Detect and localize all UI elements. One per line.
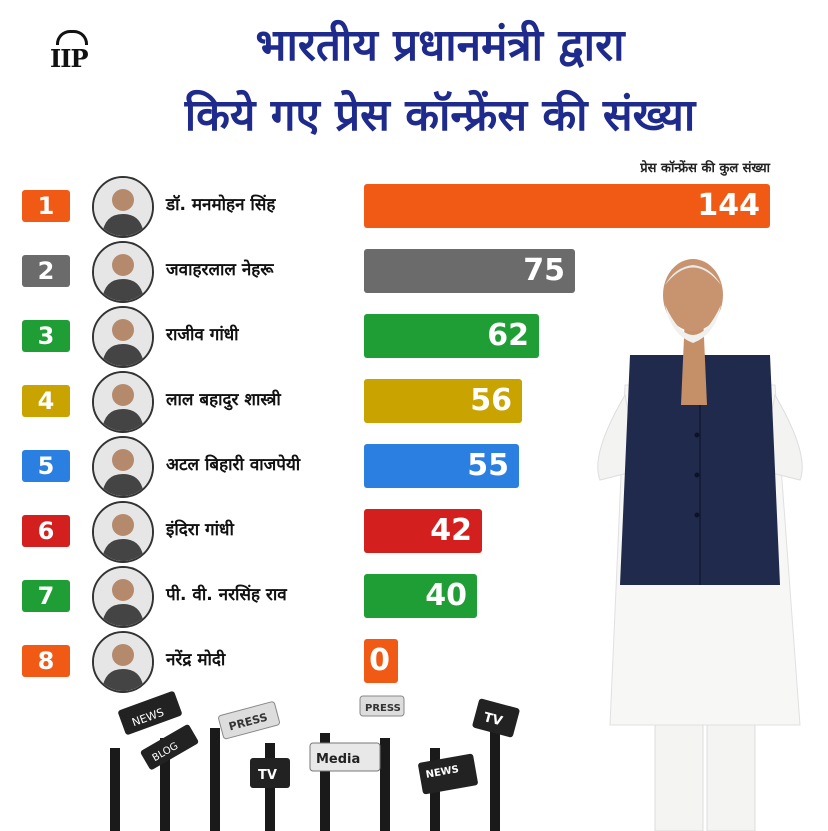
pm-name: अटल बिहारी वाजपेयी bbox=[166, 455, 301, 475]
chart-row: 4 लाल बहादुर शास्त्री 56 bbox=[0, 371, 828, 435]
microphones-illustration: NEWS BLOG PRESS TV Media PRESS NEWS TV bbox=[110, 691, 520, 831]
avatar bbox=[92, 241, 154, 303]
bar: 55 bbox=[364, 444, 519, 488]
rank-badge: 6 bbox=[22, 515, 70, 547]
mic-label-tv: TV bbox=[258, 768, 277, 783]
person-portrait-icon bbox=[94, 503, 152, 561]
rank-badge: 7 bbox=[22, 580, 70, 612]
rank-badge: 3 bbox=[22, 320, 70, 352]
bar: 144 bbox=[364, 184, 770, 228]
avatar bbox=[92, 501, 154, 563]
avatar bbox=[92, 436, 154, 498]
pm-name: डॉ. मनमोहन सिंह bbox=[166, 195, 276, 215]
brand-logo: IIP bbox=[22, 14, 88, 73]
bar-value-label: 75 bbox=[523, 253, 565, 288]
chart-row: 8 नरेंद्र मोदी 0 bbox=[0, 631, 828, 695]
bar-value-label: 55 bbox=[467, 448, 509, 483]
bar: 62 bbox=[364, 314, 539, 358]
pm-name: लाल बहादुर शास्त्री bbox=[166, 390, 281, 410]
bar-value-label: 42 bbox=[430, 513, 472, 548]
leader-illustration bbox=[597, 259, 803, 831]
rank-badge: 2 bbox=[22, 255, 70, 287]
bar: 40 bbox=[364, 574, 477, 618]
chart-row: 6 इंदिरा गांधी 42 bbox=[0, 501, 828, 565]
chart-row: 7 पी. वी. नरसिंह राव 40 bbox=[0, 566, 828, 630]
bar: 0 bbox=[364, 639, 398, 683]
pm-name: इंदिरा गांधी bbox=[166, 520, 234, 540]
person-portrait-icon bbox=[94, 438, 152, 496]
person-portrait-icon bbox=[94, 633, 152, 691]
mic-label-press2: PRESS bbox=[365, 703, 401, 714]
bar: 56 bbox=[364, 379, 522, 423]
chart-row: 3 राजीव गांधी 62 bbox=[0, 306, 828, 370]
rank-badge: 1 bbox=[22, 190, 70, 222]
bar-value-label: 62 bbox=[487, 318, 529, 353]
bar-value-label: 144 bbox=[697, 188, 760, 223]
person-portrait-icon bbox=[94, 178, 152, 236]
person-portrait-icon bbox=[94, 568, 152, 626]
bar: 42 bbox=[364, 509, 482, 553]
pm-name: राजीव गांधी bbox=[166, 325, 239, 345]
chart-row: 1 डॉ. मनमोहन सिंह 144 bbox=[0, 176, 828, 240]
pm-name: पी. वी. नरसिंह राव bbox=[166, 585, 287, 605]
chart-row: 5 अटल बिहारी वाजपेयी 55 bbox=[0, 436, 828, 500]
logo-arch-icon bbox=[56, 30, 88, 45]
avatar bbox=[92, 306, 154, 368]
bar-value-label: 56 bbox=[470, 383, 512, 418]
avatar bbox=[92, 371, 154, 433]
person-portrait-icon bbox=[94, 308, 152, 366]
avatar bbox=[92, 566, 154, 628]
pm-name: नरेंद्र मोदी bbox=[166, 650, 226, 670]
chart-title-line2: किये गए प्रेस कॉन्फ्रेंस की संख्या bbox=[184, 90, 696, 141]
avatar bbox=[92, 631, 154, 693]
pm-name: जवाहरलाल नेहरू bbox=[166, 260, 274, 280]
rank-badge: 5 bbox=[22, 450, 70, 482]
mic-label-media: Media bbox=[316, 752, 360, 767]
axis-label: प्रेस कॉन्फ्रेंस की कुल संख्या bbox=[640, 161, 770, 176]
rank-badge: 8 bbox=[22, 645, 70, 677]
chart-title-line1: भारतीय प्रधानमंत्री द्वारा bbox=[255, 20, 625, 71]
bar-value-label: 40 bbox=[425, 578, 467, 613]
logo-text: IIP bbox=[50, 44, 88, 73]
avatar bbox=[92, 176, 154, 238]
mic-label-tv2: TV bbox=[482, 710, 504, 729]
person-portrait-icon bbox=[94, 243, 152, 301]
person-portrait-icon bbox=[94, 373, 152, 431]
chart-row: 2 जवाहरलाल नेहरू 75 bbox=[0, 241, 828, 305]
bar-value-label: 0 bbox=[369, 643, 390, 678]
bar: 75 bbox=[364, 249, 575, 293]
rank-badge: 4 bbox=[22, 385, 70, 417]
